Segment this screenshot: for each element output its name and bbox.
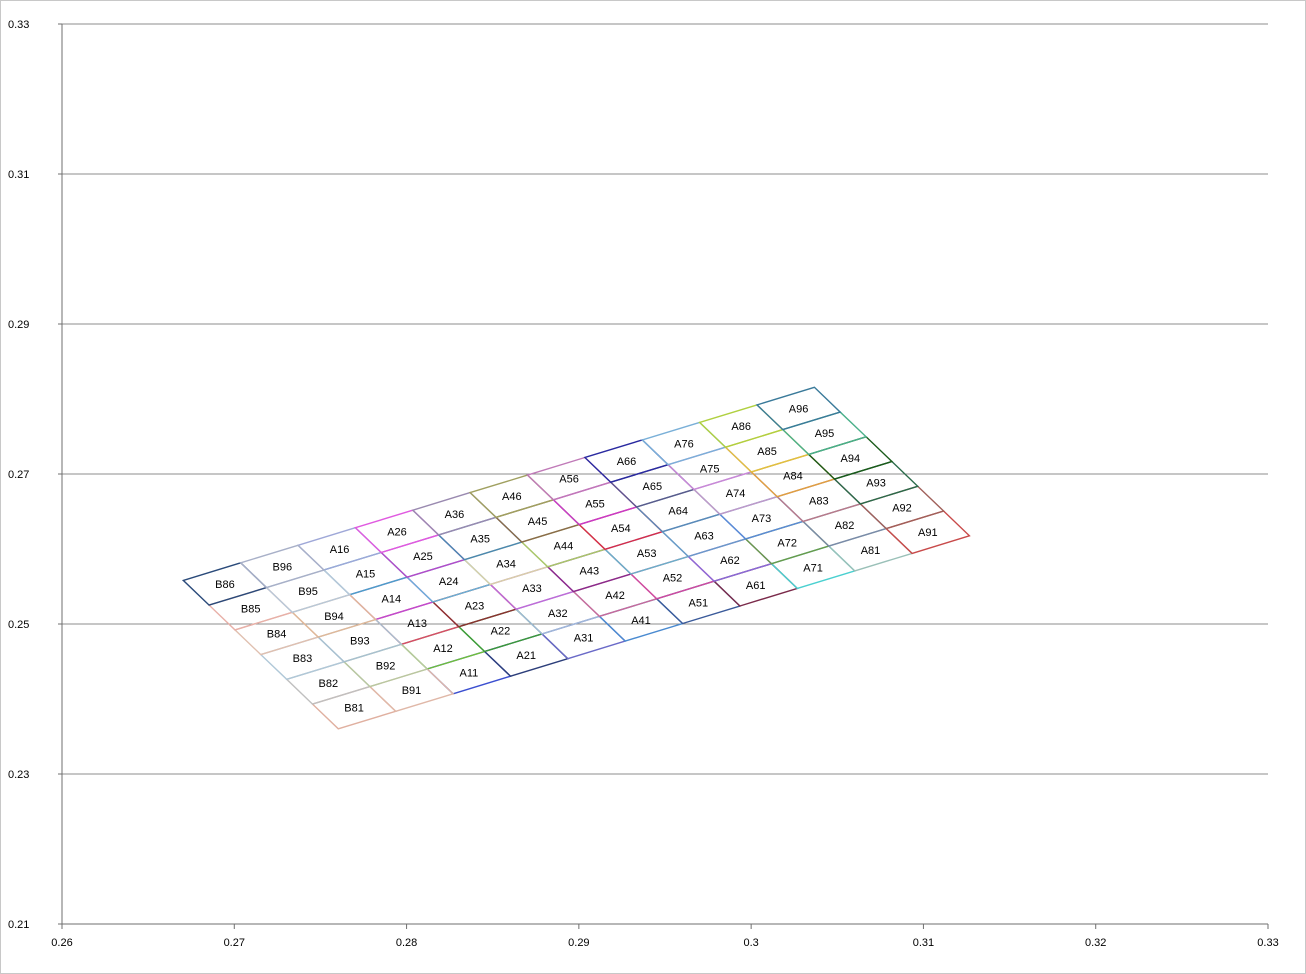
cell-label-a31: A31: [574, 633, 594, 645]
cell-label-a61: A61: [746, 580, 766, 592]
cell-label-a44: A44: [554, 541, 574, 553]
cell-label-a86: A86: [731, 421, 751, 433]
cell-label-a12: A12: [433, 643, 453, 655]
cell-label-a26: A26: [387, 526, 407, 538]
y-tick-label: 0.31: [8, 169, 29, 181]
x-tick-label: 0.28: [396, 937, 417, 949]
cell-label-a96: A96: [789, 404, 809, 416]
cell-labels: A11 A12 A13 A14 A15 A16 A21 A22 A23 A24 A25 A26 A31 A…: [215, 404, 937, 715]
cell-label-b85: B85: [241, 604, 261, 616]
cell-label-a74: A74: [726, 488, 746, 500]
cell-label-a72: A72: [777, 538, 797, 550]
cell-label-a95: A95: [815, 428, 835, 440]
cell-label-a33: A33: [522, 583, 542, 595]
cell-label-a45: A45: [528, 516, 548, 528]
cell-label-b94: B94: [324, 611, 344, 623]
x-tick-label: 0.27: [224, 937, 245, 949]
cell-label-a73: A73: [752, 513, 772, 525]
axes: 0.21 0.23 0.25 0.27 0.29 0.31 0.33 0.26 0.27 0.28…: [8, 19, 1279, 949]
cell-label-a62: A62: [720, 555, 740, 567]
cell-label-a76: A76: [674, 439, 694, 451]
cell-label-b95: B95: [298, 586, 318, 598]
cell-label-a94: A94: [841, 453, 861, 465]
cell-label-b84: B84: [267, 629, 287, 641]
cell-label-b96: B96: [273, 561, 293, 573]
x-tick-label: 0.29: [568, 937, 589, 949]
cell-label-a93: A93: [866, 478, 886, 490]
cell-label-a42: A42: [605, 590, 625, 602]
cell-label-b92: B92: [376, 660, 396, 672]
y-tick-label: 0.23: [8, 769, 29, 781]
cell-label-a65: A65: [643, 481, 663, 493]
y-tick-label: 0.25: [8, 619, 29, 631]
cell-label-b83: B83: [293, 653, 313, 665]
cell-label-b81: B81: [344, 703, 364, 715]
cell-label-a56: A56: [559, 474, 579, 486]
cell-label-a53: A53: [637, 548, 657, 560]
cell-label-a34: A34: [496, 558, 516, 570]
cell-label-a66: A66: [617, 456, 637, 468]
cell-label-a52: A52: [663, 573, 683, 585]
cell-label-a35: A35: [470, 534, 490, 546]
x-tick-label: 0.32: [1085, 937, 1106, 949]
cell-label-a23: A23: [465, 601, 485, 613]
cell-label-b91: B91: [402, 685, 422, 697]
cell-label-a14: A14: [382, 593, 402, 605]
x-tick-label: 0.33: [1257, 937, 1278, 949]
cell-label-a63: A63: [694, 530, 714, 542]
cell-label-a43: A43: [580, 566, 600, 578]
cells: [181, 386, 971, 730]
cell-label-a21: A21: [516, 650, 536, 662]
cell-label-a92: A92: [892, 502, 912, 514]
x-tick-label: 0.26: [51, 937, 72, 949]
cell-label-b82: B82: [319, 678, 339, 690]
cell-label-a16: A16: [330, 544, 350, 556]
cell-label-a11: A11: [460, 668, 479, 680]
cell-label-a81: A81: [861, 545, 881, 557]
y-tick-label: 0.21: [8, 919, 29, 931]
cell-label-a24: A24: [439, 576, 459, 588]
cell-label-a82: A82: [835, 520, 855, 532]
cell-label-a55: A55: [585, 498, 605, 510]
y-tick-label: 0.33: [8, 19, 29, 31]
cell-label-a22: A22: [491, 625, 511, 637]
cell-label-a25: A25: [413, 551, 433, 563]
cell-label-a75: A75: [700, 463, 720, 475]
cell-label-b93: B93: [350, 636, 370, 648]
x-tick-label: 0.31: [913, 937, 934, 949]
cell-label-a54: A54: [611, 523, 631, 535]
gridlines: [62, 23, 1268, 775]
cell-label-a91: A91: [918, 527, 938, 539]
cell-label-a36: A36: [445, 509, 465, 521]
cell-label-a15: A15: [356, 569, 376, 581]
cell-label-a85: A85: [757, 446, 777, 458]
y-tick-label: 0.27: [8, 469, 29, 481]
cell-label-a41: A41: [631, 615, 651, 627]
cell-label-a71: A71: [803, 562, 823, 574]
cell-label-b86: B86: [215, 579, 235, 591]
cell-label-a84: A84: [783, 471, 803, 483]
cell-label-a46: A46: [502, 491, 522, 503]
cell-label-a51: A51: [689, 597, 709, 609]
x-tick-label: 0.3: [743, 937, 758, 949]
cell-label-a64: A64: [668, 506, 688, 518]
cell-label-a32: A32: [548, 608, 568, 620]
cell-label-a13: A13: [407, 618, 427, 630]
y-tick-label: 0.29: [8, 319, 29, 331]
cell-outline-b96: [239, 544, 326, 589]
cell-outline-a96: [755, 386, 842, 431]
cell-label-a83: A83: [809, 495, 829, 507]
